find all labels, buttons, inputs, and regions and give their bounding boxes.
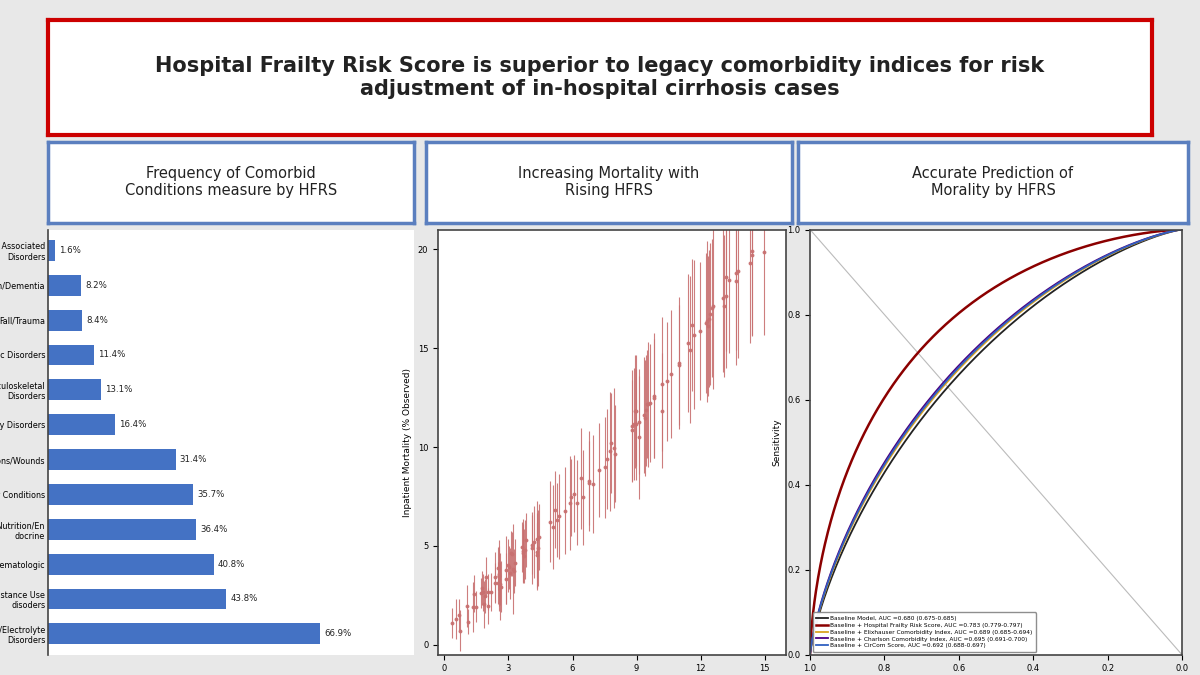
Line: Baseline + Charlson Comorbidity Index, AUC =0.695 (0.691-0.700): Baseline + Charlson Comorbidity Index, A…	[810, 230, 1182, 655]
Baseline + Charlson Comorbidity Index, AUC =0.695 (0.691-0.700)	[979, 334, 994, 342]
Baseline + Elixhauser Comorbidity Index, AUC =0.689 (0.685-0.694)	[1166, 227, 1181, 235]
Baseline + Hospital Frailty Risk Score, AUC =0.783 (0.779-0.797)	[1166, 226, 1181, 234]
Bar	[48, 379, 101, 400]
Baseline + Hospital Frailty Risk Score, AUC =0.783 (0.779-0.797)	[803, 651, 817, 659]
Text: Frequency of Comorbid
Conditions measure by HFRS: Frequency of Comorbid Conditions measure…	[125, 166, 337, 198]
Baseline Model, AUC =0.680 (0.675-0.685)	[803, 651, 817, 659]
Baseline + Elixhauser Comorbidity Index, AUC =0.689 (0.685-0.694)	[1004, 315, 1019, 323]
Baseline + Hospital Frailty Risk Score, AUC =0.783 (0.779-0.797)	[1004, 273, 1019, 281]
Baseline + Charlson Comorbidity Index, AUC =0.695 (0.691-0.700)	[803, 651, 817, 659]
Baseline Model, AUC =0.680 (0.675-0.685)	[1175, 225, 1189, 234]
Text: Accurate Prediction of
Morality by HFRS: Accurate Prediction of Morality by HFRS	[912, 166, 1074, 198]
Line: Baseline Model, AUC =0.680 (0.675-0.685): Baseline Model, AUC =0.680 (0.675-0.685)	[810, 230, 1182, 655]
Legend: Baseline Model, AUC =0.680 (0.675-0.685), Baseline + Hospital Frailty Risk Score: Baseline Model, AUC =0.680 (0.675-0.685)…	[812, 612, 1037, 652]
Bar	[48, 554, 214, 574]
Baseline + Hospital Frailty Risk Score, AUC =0.783 (0.779-0.797)	[1108, 235, 1122, 243]
Text: 11.4%: 11.4%	[98, 350, 126, 360]
Baseline + Elixhauser Comorbidity Index, AUC =0.689 (0.685-0.694)	[803, 651, 817, 659]
Baseline Model, AUC =0.680 (0.675-0.685)	[1166, 227, 1181, 236]
Baseline + CirCom Score, AUC =0.692 (0.688-0.697)	[803, 651, 817, 659]
Baseline + Hospital Frailty Risk Score, AUC =0.783 (0.779-0.797)	[982, 287, 996, 295]
Baseline + Charlson Comorbidity Index, AUC =0.695 (0.691-0.700)	[1175, 225, 1189, 234]
Baseline Model, AUC =0.680 (0.675-0.685)	[1108, 250, 1122, 258]
Line: Baseline + CirCom Score, AUC =0.692 (0.688-0.697): Baseline + CirCom Score, AUC =0.692 (0.6…	[810, 230, 1182, 655]
Baseline + Elixhauser Comorbidity Index, AUC =0.689 (0.685-0.694)	[1108, 248, 1122, 256]
Baseline + Hospital Frailty Risk Score, AUC =0.783 (0.779-0.797)	[979, 288, 994, 296]
Baseline + Charlson Comorbidity Index, AUC =0.695 (0.691-0.700)	[1025, 297, 1039, 305]
Baseline + Elixhauser Comorbidity Index, AUC =0.689 (0.685-0.694)	[1025, 300, 1039, 308]
Text: 43.8%: 43.8%	[230, 595, 258, 603]
Bar	[48, 344, 95, 365]
Bar	[48, 449, 175, 470]
Bar	[48, 484, 193, 505]
Baseline + CirCom Score, AUC =0.692 (0.688-0.697)	[1175, 225, 1189, 234]
Baseline + CirCom Score, AUC =0.692 (0.688-0.697)	[1025, 298, 1039, 306]
Bar	[48, 589, 226, 610]
Line: Baseline + Hospital Frailty Risk Score, AUC =0.783 (0.779-0.797): Baseline + Hospital Frailty Risk Score, …	[810, 230, 1182, 655]
Baseline Model, AUC =0.680 (0.675-0.685)	[1004, 320, 1019, 328]
Baseline Model, AUC =0.680 (0.675-0.685)	[982, 340, 996, 348]
Baseline + Charlson Comorbidity Index, AUC =0.695 (0.691-0.700)	[1108, 247, 1122, 255]
Baseline + CirCom Score, AUC =0.692 (0.688-0.697)	[982, 333, 996, 342]
Baseline + Charlson Comorbidity Index, AUC =0.695 (0.691-0.700)	[982, 332, 996, 340]
Text: 8.2%: 8.2%	[85, 281, 107, 290]
Baseline + Elixhauser Comorbidity Index, AUC =0.689 (0.685-0.694)	[982, 335, 996, 344]
Text: 16.4%: 16.4%	[119, 421, 146, 429]
Text: 66.9%: 66.9%	[324, 629, 352, 639]
Baseline + Charlson Comorbidity Index, AUC =0.695 (0.691-0.700)	[1166, 227, 1181, 235]
Baseline + CirCom Score, AUC =0.692 (0.688-0.697)	[1166, 227, 1181, 235]
Bar	[48, 414, 115, 435]
Text: 1.6%: 1.6%	[59, 246, 80, 255]
Y-axis label: Sensitivity: Sensitivity	[773, 418, 781, 466]
Y-axis label: Inpatient Mortality (% Observed): Inpatient Mortality (% Observed)	[403, 368, 413, 516]
Text: Hospital Frailty Risk Score is superior to legacy comorbidity indices for risk
a: Hospital Frailty Risk Score is superior …	[155, 56, 1045, 99]
Text: Increasing Mortality with
Rising HFRS: Increasing Mortality with Rising HFRS	[518, 166, 700, 198]
Text: 8.4%: 8.4%	[86, 316, 108, 325]
Baseline + CirCom Score, AUC =0.692 (0.688-0.697)	[1108, 248, 1122, 256]
Text: 13.1%: 13.1%	[106, 385, 133, 394]
Bar	[48, 275, 82, 296]
Baseline + Hospital Frailty Risk Score, AUC =0.783 (0.779-0.797)	[1025, 263, 1039, 271]
Baseline + CirCom Score, AUC =0.692 (0.688-0.697)	[1004, 314, 1019, 322]
Baseline Model, AUC =0.680 (0.675-0.685)	[1025, 304, 1039, 312]
Baseline + Elixhauser Comorbidity Index, AUC =0.689 (0.685-0.694)	[979, 338, 994, 346]
Text: 40.8%: 40.8%	[218, 560, 245, 568]
Bar	[48, 624, 320, 645]
Line: Baseline + Elixhauser Comorbidity Index, AUC =0.689 (0.685-0.694): Baseline + Elixhauser Comorbidity Index,…	[810, 230, 1182, 655]
Baseline + Elixhauser Comorbidity Index, AUC =0.689 (0.685-0.694)	[1175, 225, 1189, 234]
Bar	[48, 519, 196, 540]
Baseline + Hospital Frailty Risk Score, AUC =0.783 (0.779-0.797)	[1175, 225, 1189, 234]
Bar	[48, 240, 54, 261]
Text: 35.7%: 35.7%	[197, 490, 224, 499]
Baseline + CirCom Score, AUC =0.692 (0.688-0.697)	[979, 335, 994, 344]
Text: 36.4%: 36.4%	[200, 524, 228, 534]
Text: 31.4%: 31.4%	[180, 455, 208, 464]
Baseline Model, AUC =0.680 (0.675-0.685)	[979, 342, 994, 350]
Baseline + Charlson Comorbidity Index, AUC =0.695 (0.691-0.700)	[1004, 313, 1019, 321]
Bar	[48, 310, 82, 331]
